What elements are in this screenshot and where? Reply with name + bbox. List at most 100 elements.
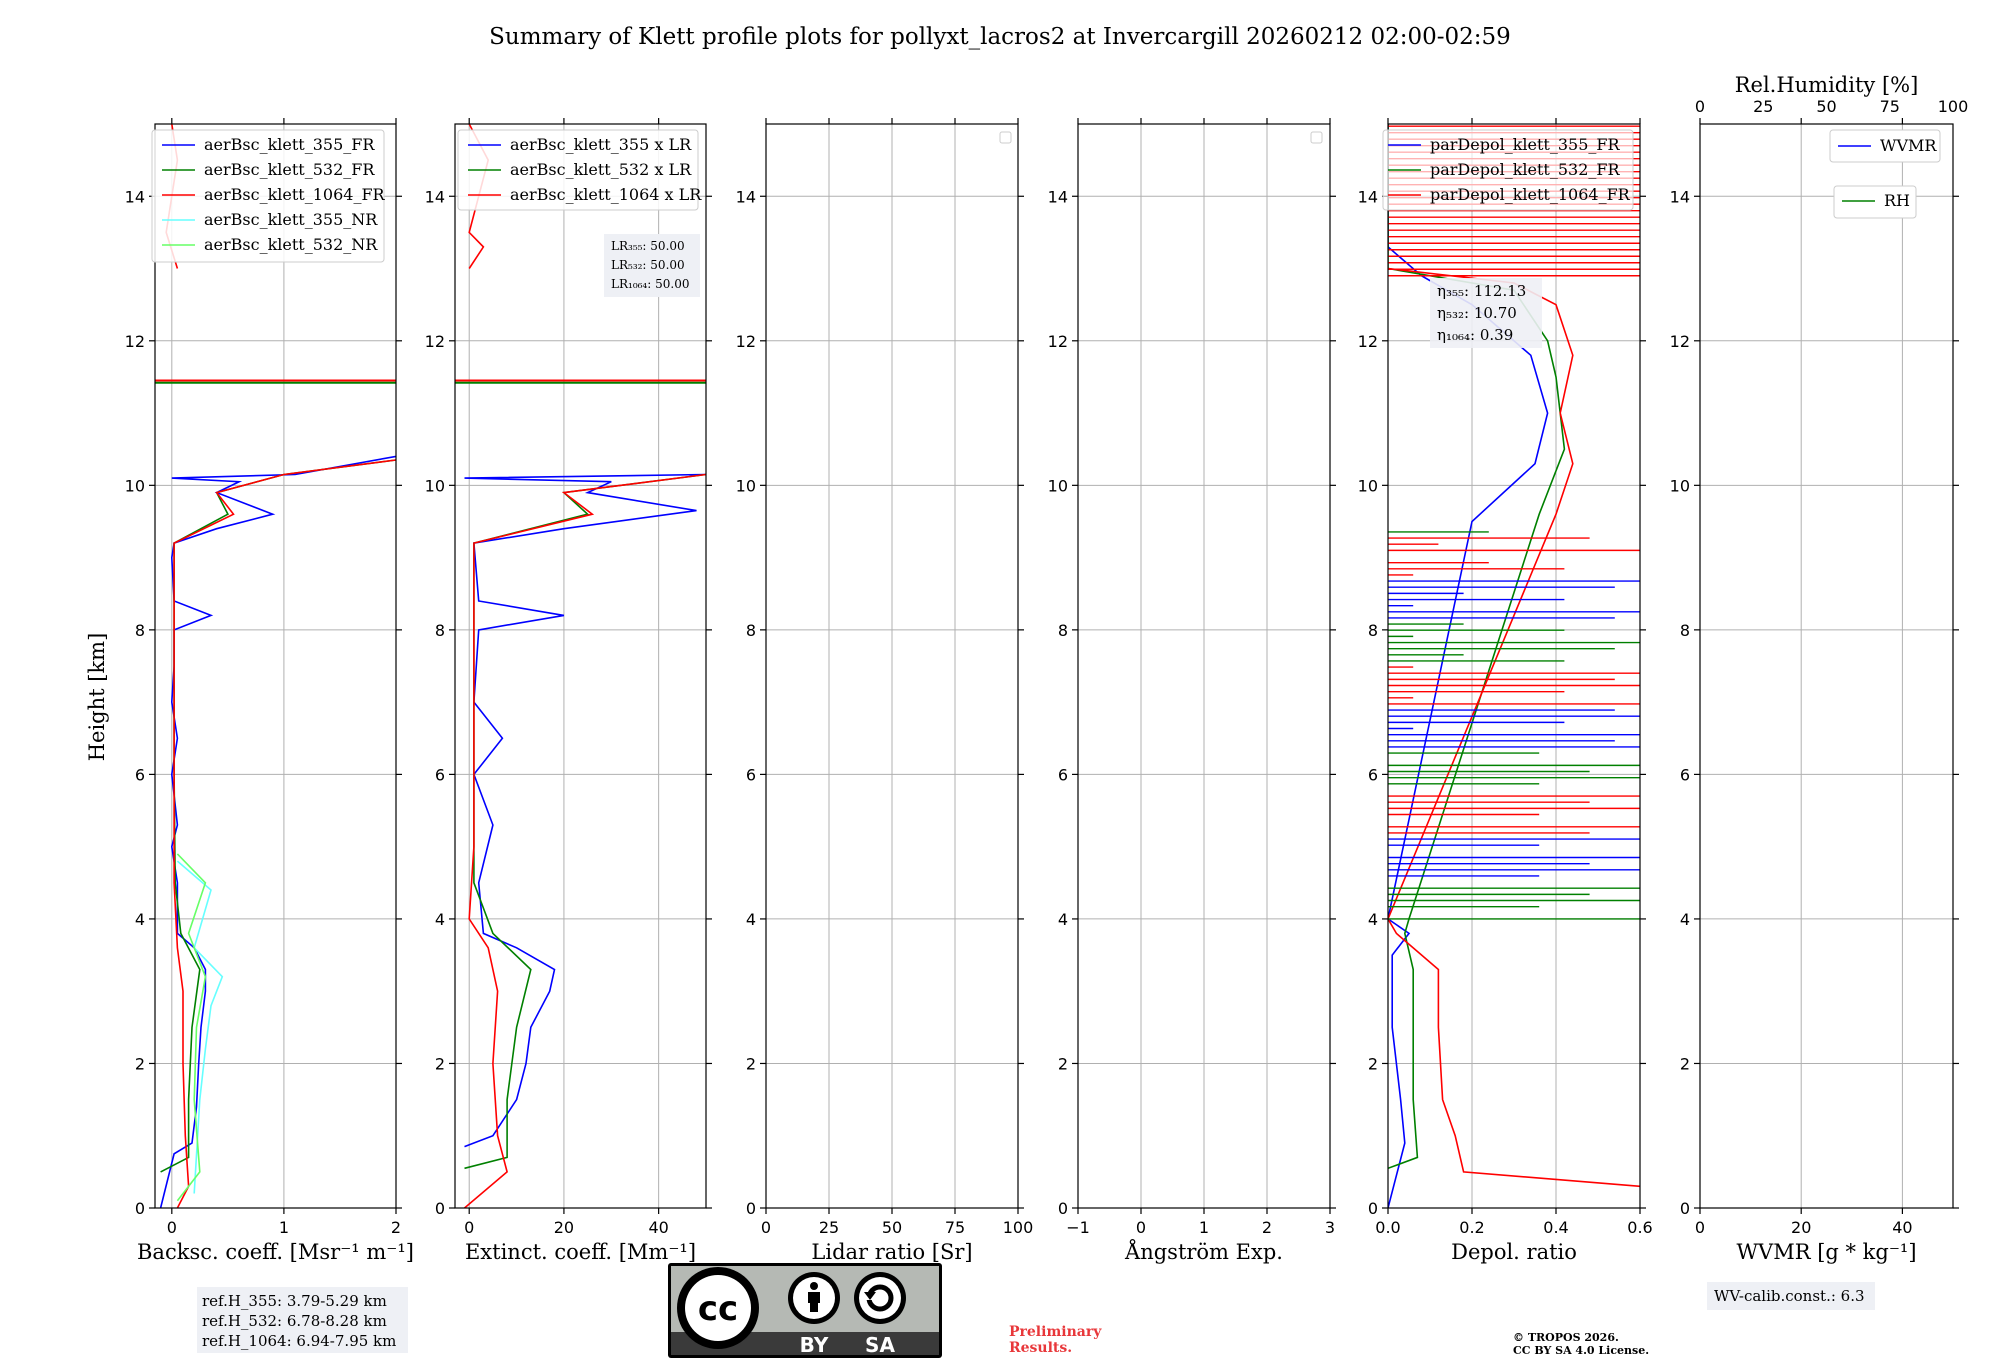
- y-tick-label: 14: [1358, 187, 1378, 206]
- preliminary-text: Preliminary: [1009, 1324, 1102, 1340]
- x-axis-label: WVMR [g * kg⁻¹]: [1736, 1240, 1916, 1264]
- x-tick-label: 0: [1695, 1218, 1705, 1237]
- depol-legend: parDepol_klett_355_FR parDepol_klett_532…: [1382, 129, 1634, 211]
- rh-legend: RH: [1833, 185, 1917, 219]
- series-line-1: [464, 473, 706, 1170]
- y-tick-label: 14: [1048, 187, 1068, 206]
- results-text: Results.: [1009, 1340, 1072, 1356]
- series-line-0: [159, 455, 396, 1208]
- y-tick-label: 10: [1358, 476, 1378, 495]
- legend-entry: aerBsc_klett_355 x LR: [510, 135, 692, 154]
- extinction-legend: aerBsc_klett_355 x LR aerBsc_klett_532 x…: [457, 129, 702, 211]
- legend-entry: parDepol_klett_355_FR: [1430, 135, 1621, 154]
- plot-area: [455, 124, 706, 1208]
- eta-355: η₃₅₅: 112.13: [1437, 282, 1526, 300]
- x-tick-label: 0: [167, 1218, 177, 1237]
- y-tick-label: 12: [125, 332, 145, 351]
- legend-entry: aerBsc_klett_532 x LR: [510, 160, 692, 179]
- lr-355: LR₃₅₅: 50.00: [611, 239, 685, 253]
- y-tick-label: 0: [135, 1199, 145, 1218]
- x-axis-label: Backsc. coeff. [Msr⁻¹ m⁻¹]: [137, 1240, 414, 1264]
- y-tick-label: 4: [1058, 910, 1068, 929]
- y-tick-label: 4: [435, 910, 445, 929]
- top-x-axis-label: Rel.Humidity [%]: [1735, 73, 1919, 97]
- x-tick-label: 3: [1325, 1218, 1335, 1237]
- x-tick-label: −1: [1066, 1218, 1090, 1237]
- y-tick-label: 0: [1058, 1199, 1068, 1218]
- x-tick-label: 20: [554, 1218, 574, 1237]
- x-axis-label: Ångström Exp.: [1124, 1239, 1283, 1264]
- lr-532: LR₅₃₂: 50.00: [611, 258, 685, 272]
- eta-info-box: η₃₅₅: 112.13 η₅₃₂: 10.70 η₁₀₆₄: 0.39: [1430, 278, 1542, 348]
- lr-info-box: LR₃₅₅: 50.00 LR₅₃₂: 50.00 LR₁₀₆₄: 50.00: [604, 234, 700, 297]
- y-tick-label: 12: [1358, 332, 1378, 351]
- sa-label: SA: [865, 1333, 895, 1357]
- extinction-panel: 0 2 4 6 8 10 12 14 0 20 40 Extinct. coeff. [Mm⁻¹]: [425, 118, 712, 1264]
- y-tick-label: 6: [135, 765, 145, 784]
- y-tick-label: 14: [425, 187, 445, 206]
- cc-by-sa-logo: cc BY SA: [668, 1263, 942, 1358]
- lr-1064: LR₁₀₆₄: 50.00: [611, 277, 689, 291]
- legend-entry: parDepol_klett_1064_FR: [1430, 185, 1631, 204]
- x-tick-label: 100: [1003, 1218, 1034, 1237]
- legend-entry: RH: [1884, 191, 1910, 210]
- y-tick-label: 0: [746, 1199, 756, 1218]
- y-tick-label: 8: [1058, 621, 1068, 640]
- y-tick-label: 2: [435, 1054, 445, 1073]
- y-tick-label: 2: [746, 1054, 756, 1073]
- ref-height-355: ref.H_355: 3.79-5.29 km: [202, 1292, 387, 1310]
- y-tick-label: 2: [1058, 1054, 1068, 1073]
- series-line-3: [176, 860, 224, 1194]
- person-icon: [808, 1282, 820, 1312]
- x-tick-label: 0: [1136, 1218, 1146, 1237]
- ref-height-532: ref.H_532: 6.78-8.28 km: [202, 1312, 387, 1330]
- y-tick-label: 4: [135, 910, 145, 929]
- series-line-2: [1388, 267, 1640, 1188]
- cc-icon: cc: [698, 1289, 738, 1329]
- wvmr-legend: WVMR: [1829, 129, 1941, 163]
- x-tick-label: 2: [391, 1218, 401, 1237]
- y-tick-label: 12: [1670, 332, 1690, 351]
- y-tick-label: 10: [736, 476, 756, 495]
- y-tick-label: 8: [1368, 621, 1378, 640]
- legend-entry: aerBsc_klett_355_FR: [204, 135, 375, 154]
- by-label: BY: [800, 1333, 829, 1357]
- y-axis-label: Height [km]: [85, 633, 109, 762]
- y-tick-label: 4: [1368, 910, 1378, 929]
- y-tick-label: 10: [125, 476, 145, 495]
- top-x-tick-label: 75: [1880, 97, 1900, 116]
- x-tick-label: 2: [1262, 1218, 1272, 1237]
- wvmr-panel: 0 2 4 6 8 10 12 14 0 20 40 WVMR [g * kg⁻¹] 0 25 50 75 10…: [1670, 73, 1969, 1264]
- x-axis-label: Lidar ratio [Sr]: [811, 1240, 972, 1264]
- series-line-4: [176, 853, 207, 1202]
- backscatter-legend: aerBsc_klett_355_FR aerBsc_klett_532_FR …: [151, 129, 386, 263]
- y-tick-label: 6: [746, 765, 756, 784]
- legend-entry: aerBsc_klett_1064_FR: [204, 185, 386, 204]
- legend-entry: WVMR: [1880, 136, 1937, 155]
- legend-entry: aerBsc_klett_532_NR: [204, 235, 378, 254]
- y-tick-label: 2: [135, 1054, 145, 1073]
- figure-title: Summary of Klett profile plots for polly…: [489, 24, 1511, 50]
- x-tick-label: 0.0: [1375, 1218, 1400, 1237]
- top-x-tick-label: 50: [1816, 97, 1836, 116]
- legend-entry: aerBsc_klett_355_NR: [204, 210, 378, 229]
- legend-entry: aerBsc_klett_532_FR: [204, 160, 375, 179]
- copyright-line-1: © TROPOS 2026.: [1513, 1331, 1619, 1344]
- x-axis-label: Depol. ratio: [1451, 1240, 1577, 1264]
- x-tick-label: 1: [1199, 1218, 1209, 1237]
- x-tick-label: 0: [761, 1218, 771, 1237]
- copyright-line-2: CC BY SA 4.0 License.: [1513, 1344, 1649, 1357]
- top-x-tick-label: 0: [1695, 97, 1705, 116]
- x-tick-label: 0.2: [1459, 1218, 1484, 1237]
- eta-1064: η₁₀₆₄: 0.39: [1437, 326, 1513, 344]
- y-tick-label: 8: [746, 621, 756, 640]
- y-tick-label: 4: [1680, 910, 1690, 929]
- eta-532: η₅₃₂: 10.70: [1437, 304, 1517, 322]
- y-tick-label: 14: [1670, 187, 1690, 206]
- x-tick-label: 50: [882, 1218, 902, 1237]
- ref-height-1064: ref.H_1064: 6.94-7.95 km: [202, 1332, 396, 1350]
- top-x-tick-label: 25: [1753, 97, 1773, 116]
- x-tick-label: 0: [464, 1218, 474, 1237]
- y-tick-label: 6: [1058, 765, 1068, 784]
